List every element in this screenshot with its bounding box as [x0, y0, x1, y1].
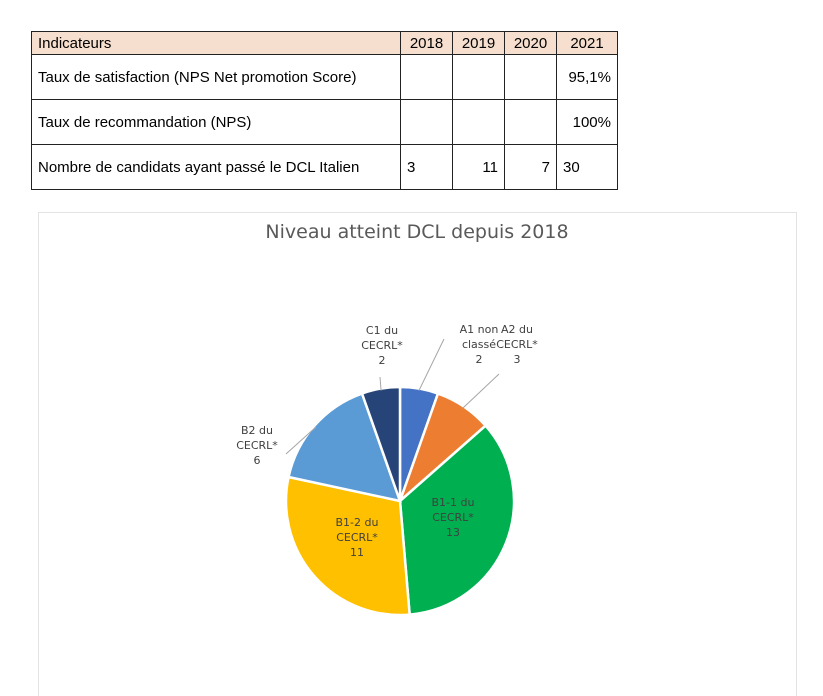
- cell-2019: 11: [452, 144, 505, 190]
- table-row: Taux de satisfaction (NPS Net promotion …: [31, 54, 618, 100]
- leader-line: [462, 373, 500, 409]
- cell-2018: [400, 99, 453, 145]
- leader-line: [285, 426, 317, 455]
- cell-2019: [452, 54, 505, 100]
- row-label: Nombre de candidats ayant passé le DCL I…: [31, 144, 401, 190]
- cell-2020: [504, 54, 557, 100]
- pie-chart-panel: Niveau atteint DCL depuis 2018 A1 non cla…: [38, 212, 797, 696]
- cell-2021: 30: [556, 144, 618, 190]
- cell-2019: [452, 99, 505, 145]
- cell-2020: [504, 99, 557, 145]
- leader-line: [418, 338, 445, 391]
- slice-data-label: A2 du CECRL* 3: [496, 323, 538, 366]
- slice-data-label: A1 non classé 2: [460, 323, 499, 366]
- pie-slice: [287, 391, 402, 503]
- header-year-2018: 2018: [400, 31, 453, 55]
- table-row: Taux de recommandation (NPS) 100%: [31, 99, 618, 145]
- header-year-2021: 2021: [556, 31, 618, 55]
- pie-slice: [284, 475, 412, 617]
- row-label: Taux de satisfaction (NPS Net promotion …: [31, 54, 401, 100]
- table-header-row: Indicateurs 2018 2019 2020 2021: [31, 31, 618, 55]
- slice-data-label: B2 du CECRL* 6: [236, 424, 278, 467]
- chart-title: Niveau atteint DCL depuis 2018: [265, 221, 568, 243]
- slice-data-label: C1 du CECRL* 2: [361, 324, 403, 367]
- slice-data-label: B1-2 du CECRL* 11: [336, 516, 379, 559]
- header-year-2020: 2020: [504, 31, 557, 55]
- indicators-table: Indicateurs 2018 2019 2020 2021 Taux de …: [31, 31, 618, 190]
- cell-2018: [400, 54, 453, 100]
- leader-line: [379, 376, 382, 391]
- cell-2020: 7: [504, 144, 557, 190]
- table-row: Nombre de candidats ayant passé le DCL I…: [31, 144, 618, 190]
- header-indicateurs: Indicateurs: [31, 31, 401, 55]
- pie-slice: [398, 423, 516, 616]
- pie-chart: Niveau atteint DCL depuis 2018 A1 non cla…: [236, 221, 569, 617]
- slice-data-label: B1-1 du CECRL* 13: [432, 496, 475, 539]
- cell-2018: 3: [400, 144, 453, 190]
- row-label: Taux de recommandation (NPS): [31, 99, 401, 145]
- header-year-2019: 2019: [452, 31, 505, 55]
- cell-2021: 95,1%: [556, 54, 618, 100]
- cell-2021: 100%: [556, 99, 618, 145]
